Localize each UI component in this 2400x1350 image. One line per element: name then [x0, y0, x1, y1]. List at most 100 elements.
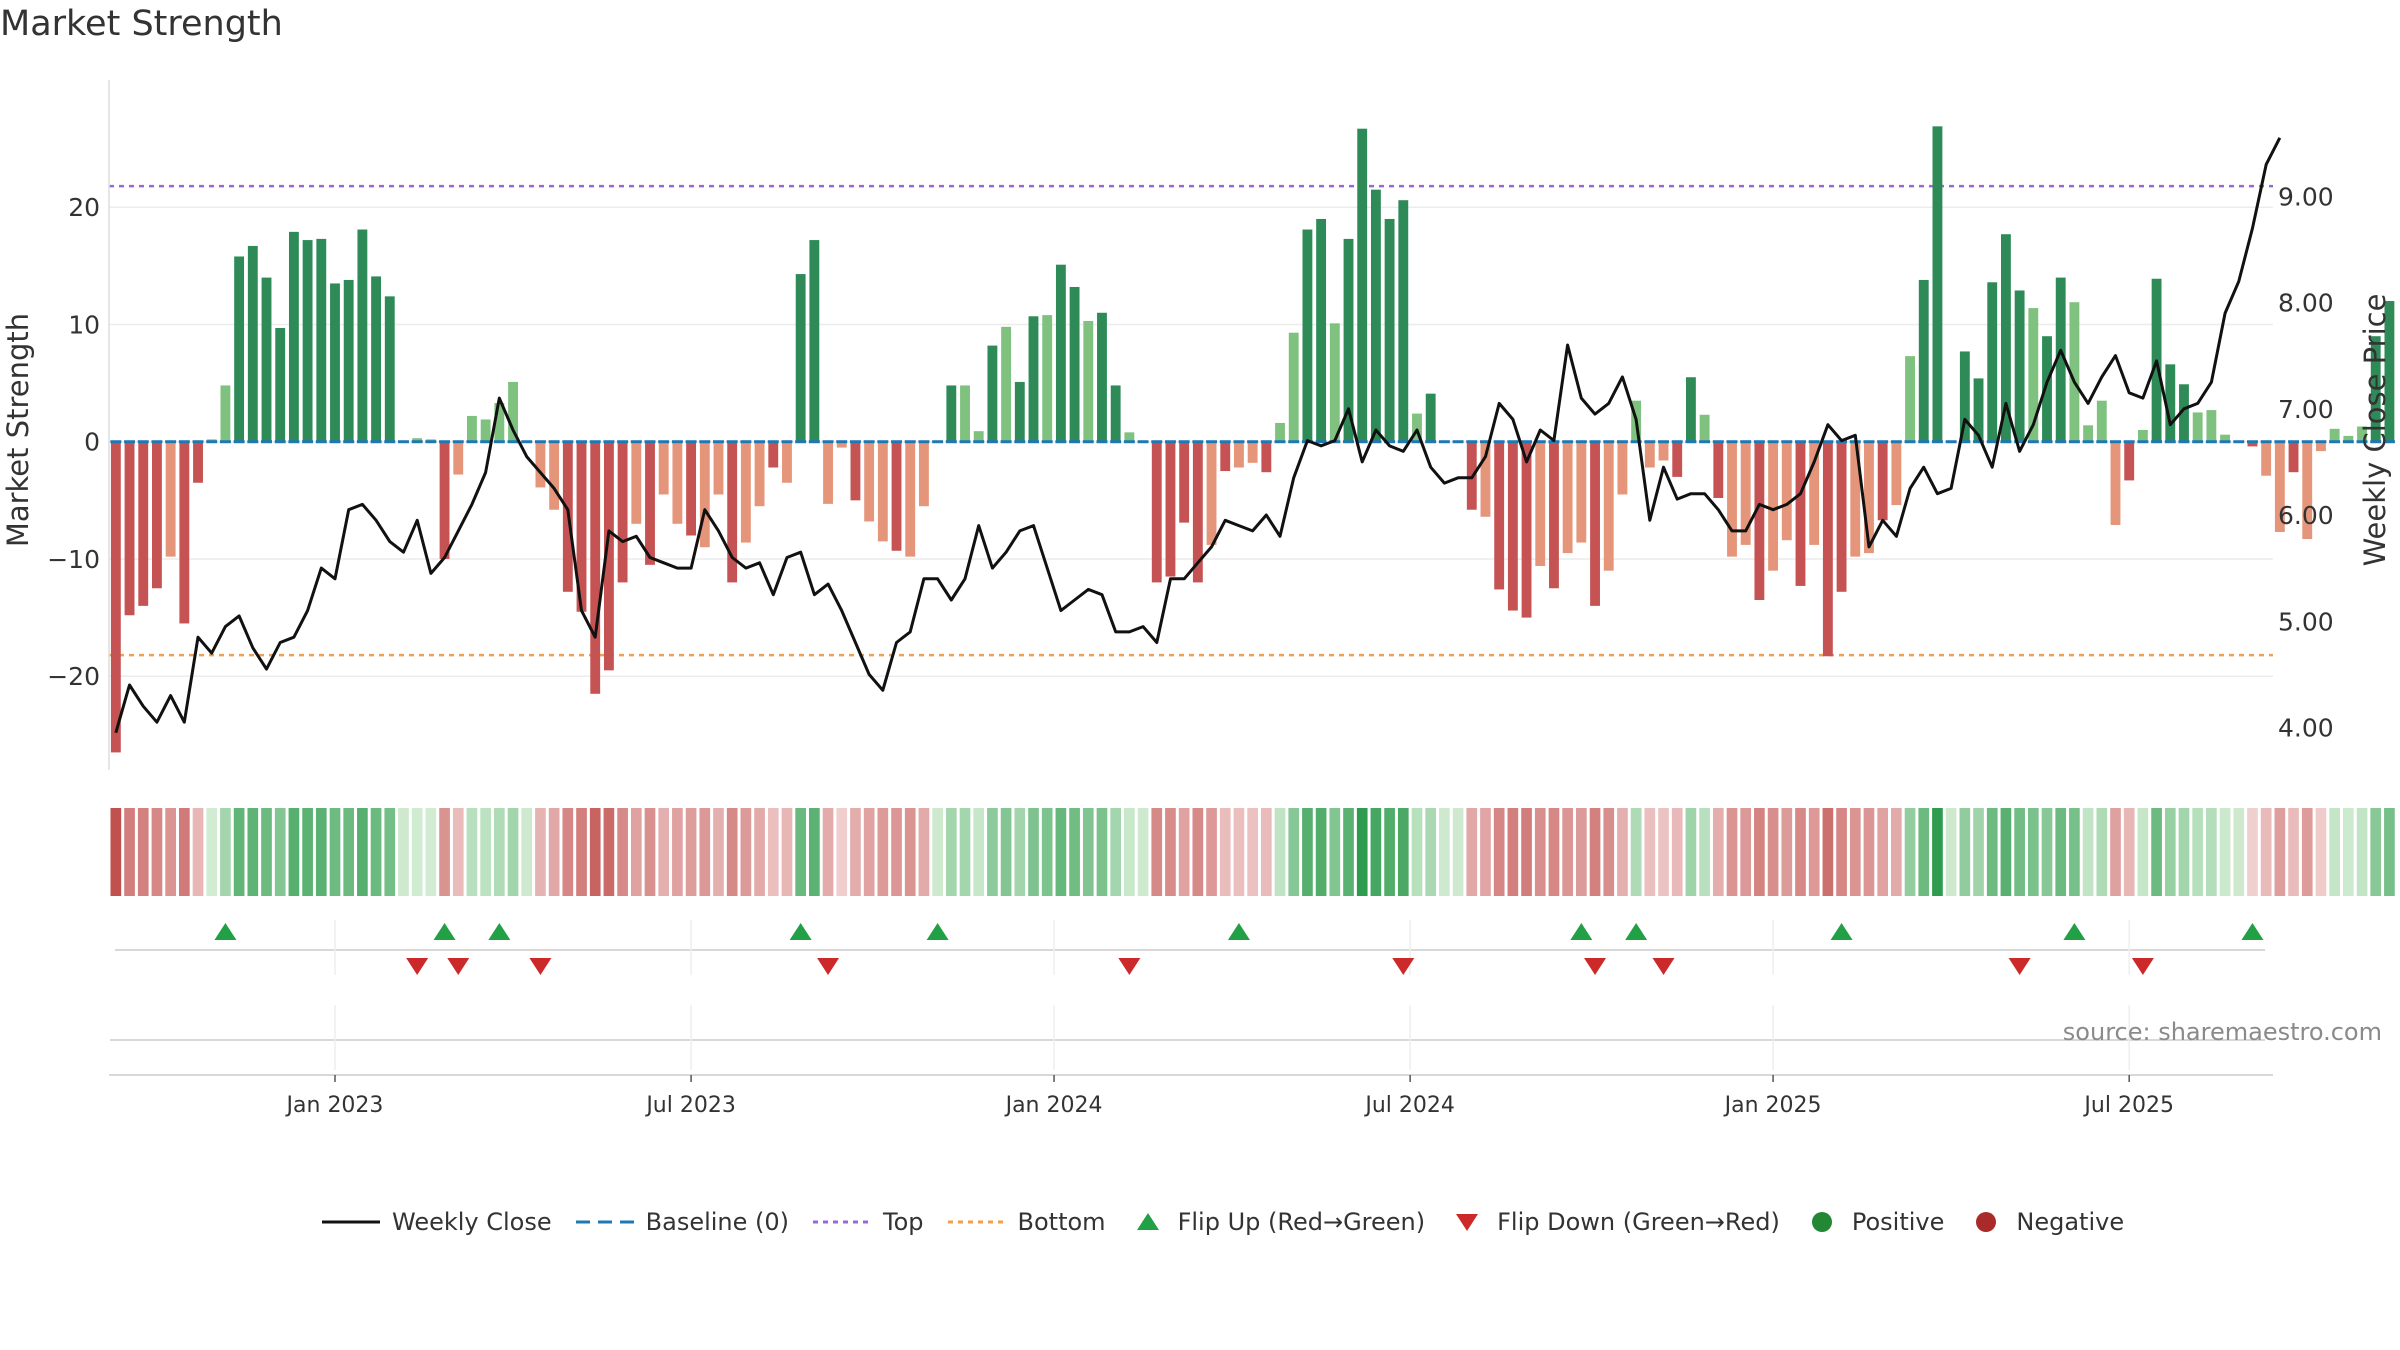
dotted-line-icon [946, 1212, 1018, 1232]
strip-cell [2000, 808, 2012, 896]
strength-bar [1932, 126, 1943, 442]
y-tick-label-left: −20 [47, 662, 100, 691]
strength-bar [1740, 441, 1751, 545]
strip-cell [2014, 808, 2025, 896]
strength-bar [1124, 432, 1135, 442]
flip-up-marker [789, 923, 812, 940]
strength-bar [1658, 441, 1669, 461]
strength-bar [1905, 356, 1915, 442]
strength-bar [850, 441, 861, 501]
strip-cell [1959, 808, 1971, 896]
y-tick-label-left: 20 [68, 193, 100, 222]
triangle-up-icon [1128, 1210, 1178, 1234]
strength-bar [918, 441, 929, 507]
strength-bar [2124, 441, 2135, 481]
strip-cell [2219, 808, 2231, 896]
strength-bar [2302, 441, 2313, 540]
legend-label: Flip Up (Red→Green) [1177, 1208, 1426, 1236]
strength-bar [453, 441, 464, 475]
strip-cell [1041, 808, 1053, 896]
strip-cell [1617, 808, 1628, 896]
strip-cell [932, 808, 943, 896]
strength-bar [1549, 441, 1559, 589]
legend-label: Baseline (0) [645, 1208, 790, 1236]
legend-item: Negative [1966, 1208, 2124, 1236]
strip-cell [863, 808, 875, 896]
strength-bar [768, 441, 779, 468]
strength-bar [727, 441, 738, 583]
strip-cell [617, 808, 628, 896]
legend-label: Flip Down (Green→Red) [1497, 1208, 1780, 1236]
strength-bar [220, 385, 231, 442]
y-tick-label-right: 8.00 [2278, 289, 2334, 318]
strength-bar [1918, 279, 1929, 442]
strip-cell [151, 808, 163, 896]
strip-cell [1452, 808, 1464, 896]
strip-cell [480, 808, 491, 896]
strip-cell [302, 808, 313, 896]
flip-markers [109, 920, 2273, 1076]
strip-cell [1945, 808, 1957, 896]
strength-bar [2206, 410, 2217, 442]
strip-cell [411, 808, 423, 896]
strength-bar [795, 274, 806, 442]
strip-cell [1274, 808, 1286, 896]
strength-bar [2055, 277, 2066, 442]
strength-bar [590, 441, 601, 694]
strength-bar [2179, 384, 2189, 442]
strip-cell [754, 808, 765, 896]
strip-cell [2096, 808, 2108, 896]
line-icon [320, 1212, 392, 1232]
strip-cell [576, 808, 587, 896]
y-tick-label-left: −10 [47, 545, 100, 574]
strip-cell [1466, 808, 1478, 896]
strip-cell [1658, 808, 1669, 896]
legend-label: Positive [1851, 1208, 1945, 1236]
strip-cell [1151, 808, 1163, 896]
strip-cell [398, 808, 409, 896]
strength-bar [1713, 441, 1724, 498]
strength-bar [1014, 381, 1025, 442]
strength-bar [247, 245, 258, 442]
strength-bar [1754, 441, 1765, 600]
strip-cell [1343, 808, 1354, 896]
weekly-close-line [114, 137, 2282, 734]
triangle-down-icon [1447, 1210, 1497, 1234]
flip-down-marker [1652, 958, 1675, 975]
strength-bar [699, 441, 710, 548]
strip-cell [1124, 808, 1135, 896]
strip-cell [877, 808, 889, 896]
strength-bar [1247, 441, 1258, 463]
strength-bar [1370, 189, 1381, 442]
strip-cell [658, 808, 670, 896]
strip-cell [466, 808, 478, 896]
strip-cell [1932, 808, 1943, 896]
strip-cell [1192, 808, 1204, 896]
axes: −20 −10 0 10 20 4.00 5.00 6.00 7.00 8.00 9.00 Jan 2… [47, 80, 2334, 1118]
legend-item: Positive [1802, 1208, 1945, 1236]
strip-cell [2137, 808, 2149, 896]
strength-bar [713, 441, 724, 495]
legend-item: Baseline (0) [574, 1208, 789, 1236]
strength-bar [1836, 441, 1847, 592]
strip-cell [507, 808, 519, 896]
flip-up-marker [1625, 923, 1648, 940]
strength-bar [1001, 326, 1012, 442]
strip-cell [1562, 808, 1573, 896]
chart-title: Market Strength [0, 4, 283, 44]
x-tick-label: Jul 2023 [644, 1093, 736, 1118]
strip-cell [110, 808, 122, 896]
strip-cell [2110, 808, 2121, 896]
strip-cell [315, 808, 327, 896]
strength-bar [987, 345, 998, 442]
strength-bar [2165, 364, 2176, 442]
strip-cell [809, 808, 820, 896]
y-axis-label-left: Market Strength [1, 313, 35, 547]
strip-cell [1630, 808, 1642, 896]
strip-cell [2192, 808, 2204, 896]
y-tick-label-left: 10 [68, 310, 100, 339]
strength-bar [2316, 441, 2326, 452]
strip-cell [2384, 808, 2395, 896]
strength-bar [1151, 441, 1162, 583]
strength-bar [124, 441, 135, 616]
